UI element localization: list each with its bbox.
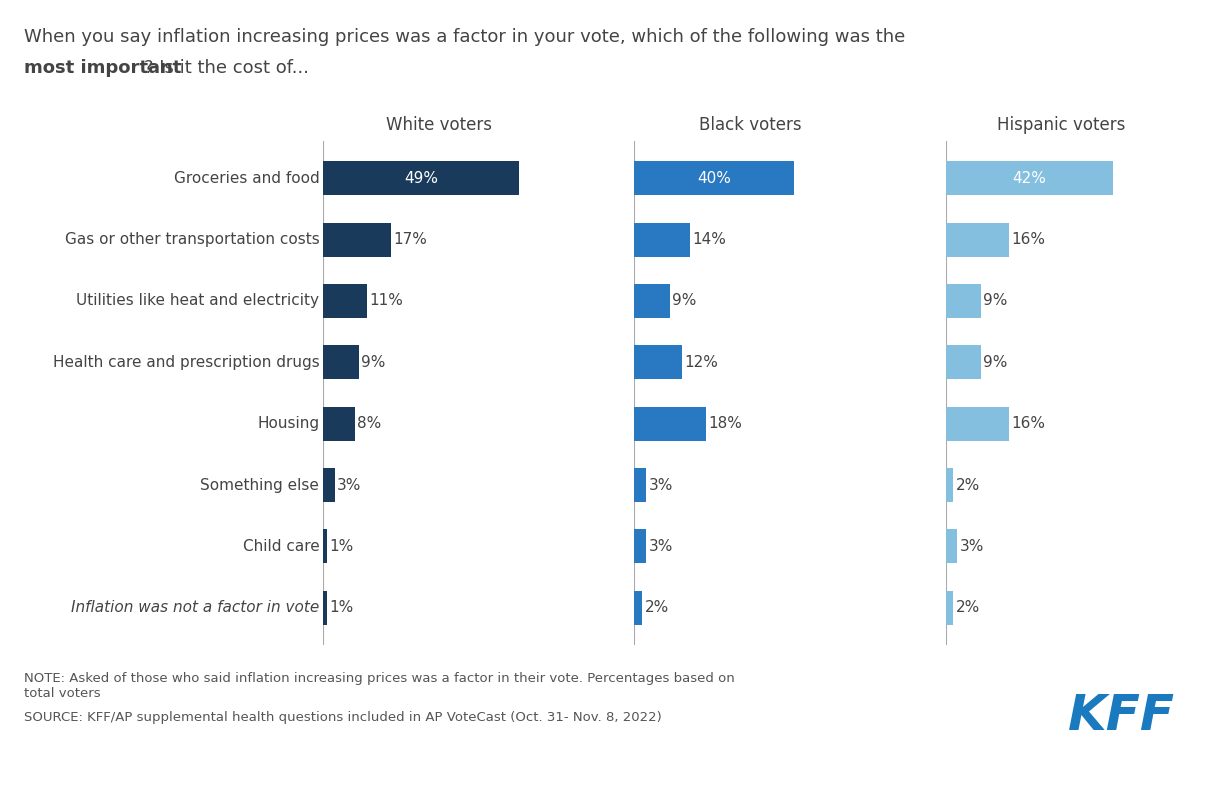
Text: 3%: 3% — [337, 478, 361, 493]
Bar — [634, 468, 647, 502]
Text: 1%: 1% — [329, 601, 354, 615]
Text: ? Is it the cost of...: ? Is it the cost of... — [144, 59, 309, 77]
Bar — [946, 161, 1114, 195]
Bar — [946, 222, 1009, 256]
Bar — [634, 530, 647, 564]
Bar — [323, 468, 336, 502]
Bar — [946, 407, 1009, 440]
Text: SOURCE: KFF/AP supplemental health questions included in AP VoteCast (Oct. 31- N: SOURCE: KFF/AP supplemental health quest… — [24, 711, 662, 725]
Text: 2%: 2% — [644, 601, 669, 615]
Text: When you say inflation increasing prices was a factor in your vote, which of the: When you say inflation increasing prices… — [24, 28, 905, 46]
Bar — [946, 530, 958, 564]
Text: 9%: 9% — [672, 293, 697, 308]
Text: 17%: 17% — [393, 232, 427, 247]
Text: 12%: 12% — [684, 354, 719, 370]
Text: Gas or other transportation costs: Gas or other transportation costs — [65, 232, 320, 247]
Text: 16%: 16% — [1011, 232, 1046, 247]
Title: Hispanic voters: Hispanic voters — [997, 116, 1126, 134]
Text: 11%: 11% — [370, 293, 403, 308]
Text: 14%: 14% — [692, 232, 726, 247]
Text: 3%: 3% — [959, 539, 983, 554]
Bar — [946, 346, 981, 379]
Bar — [323, 284, 367, 318]
Bar — [946, 591, 954, 625]
Bar — [634, 222, 691, 256]
Text: Utilities like heat and electricity: Utilities like heat and electricity — [77, 293, 320, 308]
Bar — [634, 161, 794, 195]
Text: Child care: Child care — [243, 539, 320, 554]
Text: 42%: 42% — [1013, 171, 1047, 185]
Text: 1%: 1% — [329, 539, 354, 554]
Bar — [946, 284, 981, 318]
Text: Something else: Something else — [200, 478, 320, 493]
Text: 9%: 9% — [983, 354, 1008, 370]
Text: Inflation was not a factor in vote: Inflation was not a factor in vote — [71, 601, 320, 615]
Text: 18%: 18% — [709, 416, 742, 432]
Bar — [634, 591, 643, 625]
Text: 8%: 8% — [357, 416, 382, 432]
Bar — [323, 407, 355, 440]
Bar — [323, 346, 359, 379]
Text: 9%: 9% — [361, 354, 386, 370]
Text: 9%: 9% — [983, 293, 1008, 308]
Text: KFF: KFF — [1068, 692, 1175, 740]
Title: Black voters: Black voters — [699, 116, 802, 134]
Bar — [323, 161, 520, 195]
Bar — [634, 284, 670, 318]
Text: most important: most important — [24, 59, 182, 77]
Text: 16%: 16% — [1011, 416, 1046, 432]
Text: 49%: 49% — [404, 171, 438, 185]
Text: NOTE: Asked of those who said inflation increasing prices was a factor in their : NOTE: Asked of those who said inflation … — [24, 672, 736, 700]
Text: 2%: 2% — [955, 601, 980, 615]
Text: 3%: 3% — [648, 539, 672, 554]
Text: 40%: 40% — [698, 171, 731, 185]
Title: White voters: White voters — [387, 116, 492, 134]
Bar — [323, 530, 327, 564]
Bar — [634, 407, 706, 440]
Bar — [323, 222, 392, 256]
Text: Housing: Housing — [257, 416, 320, 432]
Bar — [323, 591, 327, 625]
Text: Health care and prescription drugs: Health care and prescription drugs — [52, 354, 320, 370]
Bar — [634, 346, 682, 379]
Bar — [946, 468, 954, 502]
Text: 2%: 2% — [955, 478, 980, 493]
Text: Groceries and food: Groceries and food — [173, 171, 320, 185]
Text: 3%: 3% — [648, 478, 672, 493]
